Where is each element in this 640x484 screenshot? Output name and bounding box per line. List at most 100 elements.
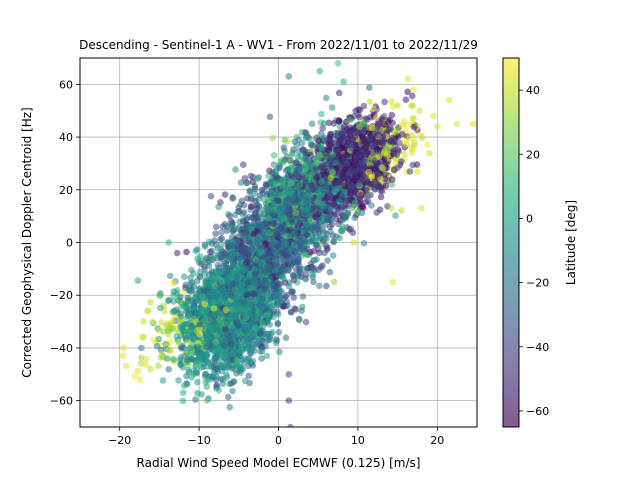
data-point (379, 165, 386, 172)
data-point (232, 166, 239, 173)
data-point (409, 132, 416, 139)
data-point (238, 179, 245, 186)
data-point (257, 348, 264, 355)
data-point (183, 249, 190, 256)
data-point (409, 162, 416, 169)
data-point (298, 274, 305, 281)
data-point (276, 349, 283, 356)
data-point (180, 398, 187, 405)
data-point (308, 140, 315, 147)
data-point (204, 335, 211, 342)
data-point (366, 98, 373, 105)
data-point (171, 308, 178, 315)
data-point (258, 355, 265, 362)
data-point (197, 274, 204, 281)
data-point (271, 152, 278, 159)
data-point (392, 212, 399, 219)
data-point (407, 168, 414, 175)
data-point (275, 300, 282, 307)
data-point (410, 116, 417, 123)
data-point (374, 209, 381, 216)
data-point (241, 242, 248, 249)
data-point (205, 293, 212, 300)
data-point (239, 198, 246, 205)
data-point (194, 379, 201, 386)
data-point (324, 246, 331, 253)
data-point (202, 371, 209, 378)
data-point (339, 226, 346, 233)
data-point (256, 338, 263, 345)
data-point (227, 404, 234, 411)
data-point (387, 125, 394, 132)
data-point (234, 238, 241, 245)
data-point (202, 379, 209, 386)
data-point (204, 352, 211, 359)
data-point (336, 118, 343, 125)
data-point (165, 366, 172, 373)
data-point (207, 249, 214, 256)
data-point (361, 240, 368, 247)
data-point (267, 114, 274, 121)
data-point (160, 377, 167, 384)
data-point (175, 377, 182, 384)
data-point (323, 283, 330, 290)
data-point (202, 243, 209, 250)
data-point (290, 272, 297, 279)
data-point (336, 179, 343, 186)
data-point (285, 266, 292, 273)
data-point (336, 235, 343, 242)
data-point (378, 194, 385, 201)
data-point (275, 241, 282, 248)
data-point (394, 164, 401, 171)
data-point (196, 285, 203, 292)
data-point (238, 335, 245, 342)
data-point (165, 298, 172, 305)
data-point (330, 238, 337, 245)
data-point (245, 363, 252, 370)
data-point (285, 166, 292, 173)
data-point (218, 229, 225, 236)
data-point (174, 250, 181, 257)
data-point (330, 252, 337, 259)
data-point (290, 294, 297, 301)
data-point (274, 321, 281, 328)
data-point (288, 309, 295, 316)
data-point (336, 90, 343, 97)
data-point (181, 382, 188, 389)
data-point (401, 138, 408, 145)
data-point (313, 256, 320, 263)
data-point (327, 193, 334, 200)
data-point (409, 149, 416, 156)
data-point (309, 120, 316, 127)
data-point (189, 279, 196, 286)
data-point (366, 84, 373, 91)
data-point (323, 95, 330, 102)
data-point (236, 218, 243, 225)
data-point (159, 352, 166, 359)
data-point (278, 288, 285, 295)
data-point (155, 363, 162, 370)
data-point (166, 347, 173, 354)
data-point (131, 373, 138, 380)
data-point (283, 298, 290, 305)
data-point (167, 273, 174, 280)
data-point (212, 230, 219, 237)
data-point (337, 217, 344, 224)
data-point (356, 123, 363, 130)
data-point (218, 376, 225, 383)
data-point (229, 365, 236, 372)
data-point (411, 138, 418, 145)
data-point (274, 231, 281, 238)
data-point (276, 329, 283, 336)
data-point (123, 363, 130, 370)
data-point (342, 212, 349, 219)
data-point (181, 273, 188, 280)
data-point (247, 240, 254, 247)
data-point (226, 351, 233, 358)
data-point (217, 199, 224, 206)
data-point (270, 135, 277, 142)
data-point (300, 293, 307, 300)
data-point (384, 177, 391, 184)
data-point (248, 350, 255, 357)
